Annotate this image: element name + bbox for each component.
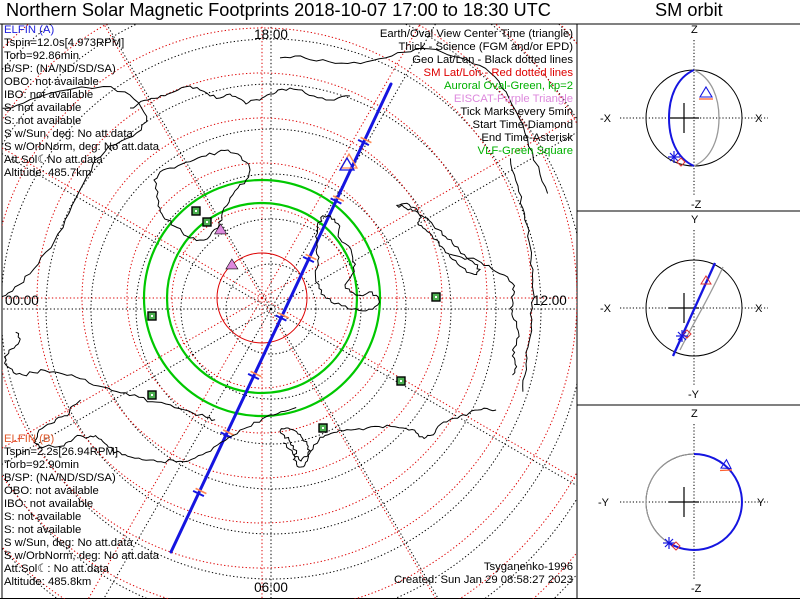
- svg-text:Thick - Science (FGM and/or EP: Thick - Science (FGM and/or EPD): [398, 41, 573, 53]
- svg-text:S w/Sun, deg: No att.data: S w/Sun, deg: No att.data: [4, 537, 133, 549]
- svg-text:Y: Y: [757, 497, 765, 509]
- svg-text:S w/OrbNorm, deg: No att.data: S w/OrbNorm, deg: No att.data: [4, 550, 160, 562]
- svg-text:Earth/Oval View Center Time (t: Earth/Oval View Center Time (triangle): [380, 28, 573, 40]
- svg-text:OBO: not available: OBO: not available: [4, 76, 99, 88]
- svg-text:06:00: 06:00: [254, 580, 288, 595]
- svg-text:S w/Sun, deg: No att.data: S w/Sun, deg: No att.data: [4, 128, 133, 140]
- svg-text:Torb=92.90min: Torb=92.90min: [4, 459, 79, 471]
- svg-text:Att.Sol☾No att.data: Att.Sol☾No att.data: [4, 154, 103, 166]
- svg-text:Torb=92.86min: Torb=92.86min: [4, 50, 79, 62]
- svg-text:VLF-Green Square: VLF-Green Square: [478, 145, 573, 157]
- svg-text:-Z: -Z: [691, 199, 702, 211]
- svg-text:SM orbit: SM orbit: [655, 0, 723, 20]
- svg-text:S: not available: S: not available: [4, 115, 81, 127]
- svg-text:Tick Marks every 5min: Tick Marks every 5min: [460, 106, 573, 118]
- svg-text:S: not available: S: not available: [4, 102, 81, 114]
- svg-text:Tspin=12.0s[4.973RPM]: Tspin=12.0s[4.973RPM]: [4, 37, 124, 49]
- svg-text:IBO: not available: IBO: not available: [4, 498, 93, 510]
- svg-text:S w/OrbNorm, deg: No att.data: S w/OrbNorm, deg: No att.data: [4, 141, 160, 153]
- svg-text:Geo Lat/Lon - Black dotted lin: Geo Lat/Lon - Black dotted lines: [412, 54, 573, 66]
- svg-text:B/SP: (NA/ND/SD/SA): B/SP: (NA/ND/SD/SA): [4, 63, 116, 75]
- svg-text:X: X: [755, 303, 763, 315]
- svg-text:-X: -X: [600, 303, 612, 315]
- svg-text:Tspin=2.2s[26.94RPM]: Tspin=2.2s[26.94RPM]: [4, 446, 118, 458]
- svg-text:Auroral Oval-Green, kp=2: Auroral Oval-Green, kp=2: [444, 80, 573, 92]
- svg-text:Altitude: 485.8km: Altitude: 485.8km: [4, 576, 91, 588]
- svg-text:End Time-Asterisk: End Time-Asterisk: [481, 132, 573, 144]
- svg-text:18:00: 18:00: [254, 27, 288, 42]
- svg-text:-Z: -Z: [691, 583, 702, 595]
- svg-text:12:00: 12:00: [533, 293, 567, 308]
- svg-text:Tsyganenko-1996: Tsyganenko-1996: [484, 561, 573, 573]
- svg-text:OBO: not available: OBO: not available: [4, 485, 99, 497]
- svg-text:SM Lat/Lon - Red dotted lines: SM Lat/Lon - Red dotted lines: [424, 67, 574, 79]
- svg-text:ELFIN (B): ELFIN (B): [4, 433, 54, 445]
- svg-text:-X: -X: [600, 113, 612, 125]
- svg-text:IBO: not available: IBO: not available: [4, 89, 93, 101]
- svg-text:EISCAT-Purple Triangle: EISCAT-Purple Triangle: [454, 93, 573, 105]
- svg-text:ELFIN (A): ELFIN (A): [4, 24, 54, 36]
- svg-text:Northern Solar Magnetic Footpr: Northern Solar Magnetic Footprints 2018-…: [6, 0, 551, 20]
- svg-text:Y: Y: [691, 214, 699, 226]
- svg-text:00:00: 00:00: [5, 293, 39, 308]
- svg-text:-Y: -Y: [688, 389, 700, 401]
- svg-text:Created: Sun Jan 29 08:58:27 2: Created: Sun Jan 29 08:58:27 2023: [394, 574, 573, 586]
- svg-text:Z: Z: [691, 24, 698, 36]
- svg-text:S: not available: S: not available: [4, 511, 81, 523]
- svg-text:B/SP: (NA/ND/SD/SA): B/SP: (NA/ND/SD/SA): [4, 472, 116, 484]
- svg-text:Z: Z: [691, 408, 698, 420]
- svg-text:S: not available: S: not available: [4, 524, 81, 536]
- svg-text:X: X: [755, 113, 763, 125]
- svg-text:Att.Sol☾: No att.data: Att.Sol☾: No att.data: [4, 563, 110, 575]
- svg-text:-Y: -Y: [598, 497, 610, 509]
- svg-text:Altitude: 485.7km: Altitude: 485.7km: [4, 167, 91, 179]
- svg-text:Start Time-Diamond: Start Time-Diamond: [473, 119, 573, 131]
